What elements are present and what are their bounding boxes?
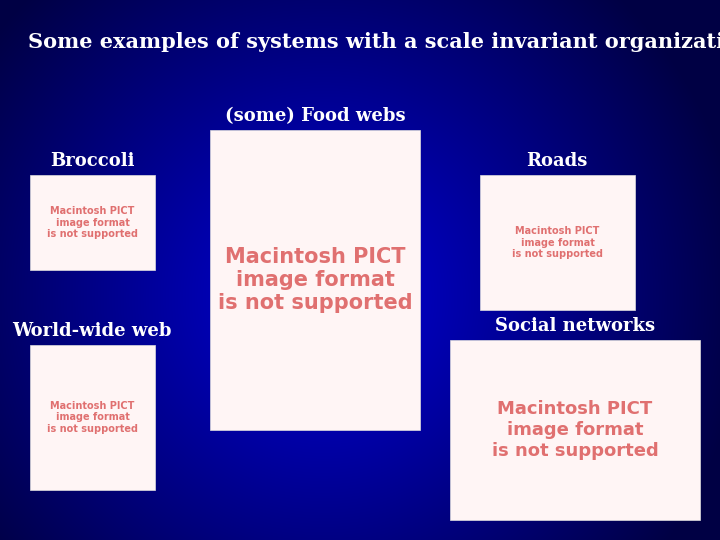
Text: Macintosh PICT
image format
is not supported: Macintosh PICT image format is not suppo… bbox=[47, 401, 138, 434]
FancyBboxPatch shape bbox=[210, 130, 420, 430]
Text: World-wide web: World-wide web bbox=[12, 322, 172, 340]
FancyBboxPatch shape bbox=[30, 345, 155, 490]
Text: Social networks: Social networks bbox=[495, 317, 655, 335]
Text: (some) Food webs: (some) Food webs bbox=[225, 107, 405, 125]
FancyBboxPatch shape bbox=[30, 175, 155, 270]
Text: Macintosh PICT
image format
is not supported: Macintosh PICT image format is not suppo… bbox=[492, 400, 658, 460]
Text: Roads: Roads bbox=[526, 152, 588, 170]
FancyBboxPatch shape bbox=[480, 175, 635, 310]
Text: Macintosh PICT
image format
is not supported: Macintosh PICT image format is not suppo… bbox=[217, 247, 413, 313]
Text: Some examples of systems with a scale invariant organization: Some examples of systems with a scale in… bbox=[28, 32, 720, 52]
Text: Macintosh PICT
image format
is not supported: Macintosh PICT image format is not suppo… bbox=[47, 206, 138, 239]
Text: Macintosh PICT
image format
is not supported: Macintosh PICT image format is not suppo… bbox=[512, 226, 603, 259]
FancyBboxPatch shape bbox=[450, 340, 700, 520]
Text: Broccoli: Broccoli bbox=[50, 152, 134, 170]
